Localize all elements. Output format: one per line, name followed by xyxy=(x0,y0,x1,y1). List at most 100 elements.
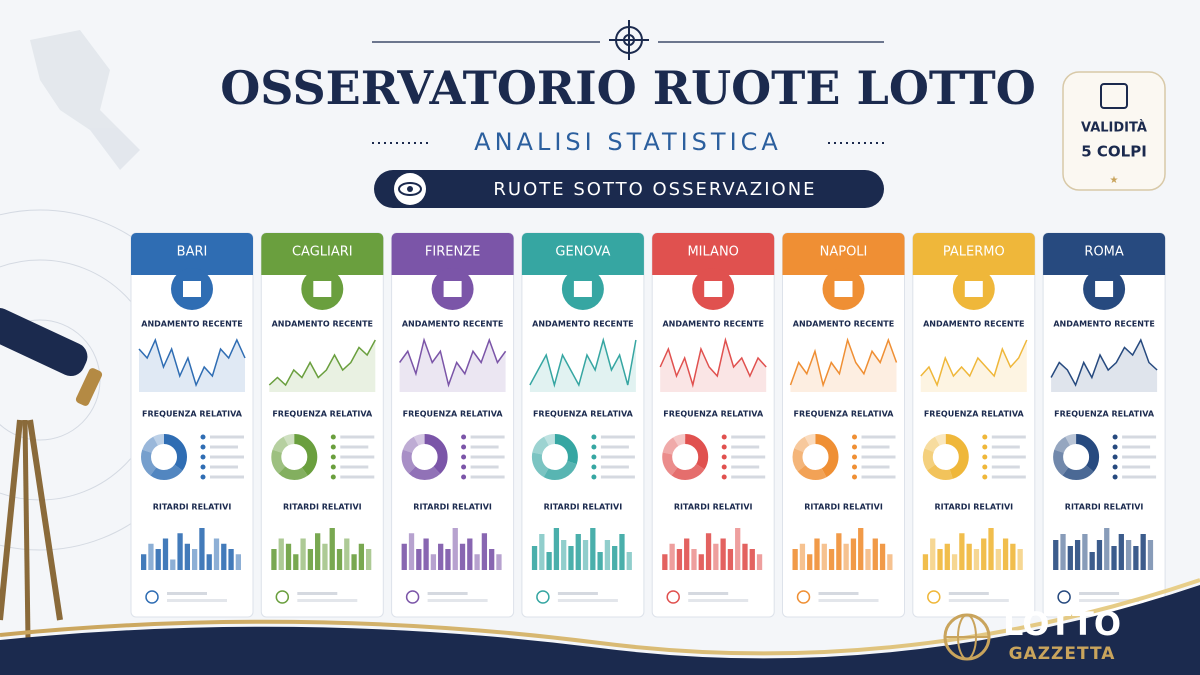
section-label: ANDAMENTO RECENTE xyxy=(402,320,503,329)
delay-bar xyxy=(973,549,980,570)
wheel-name: PALERMO xyxy=(943,245,1005,260)
legend-dot xyxy=(591,444,597,450)
delay-bar xyxy=(474,554,480,570)
delay-bar xyxy=(937,549,943,570)
delay-bar xyxy=(322,543,328,570)
legend-dot xyxy=(200,454,206,460)
eye-icon xyxy=(407,186,413,192)
section-label: ANDAMENTO RECENTE xyxy=(662,320,763,329)
footer-placeholder xyxy=(297,599,358,602)
donut-segment xyxy=(141,434,187,480)
legend-placeholder xyxy=(210,475,244,479)
legend-dot xyxy=(591,474,597,480)
delay-bar xyxy=(285,543,292,570)
section-label: RITARDI RELATIVI xyxy=(544,503,623,512)
wheel-icon xyxy=(1095,281,1114,297)
delay-bar xyxy=(988,528,994,570)
section-label: RITARDI RELATIVI xyxy=(674,503,753,512)
legend-placeholder xyxy=(340,455,375,459)
card-header xyxy=(261,233,384,275)
delay-bar xyxy=(951,554,958,570)
delay-bar xyxy=(184,543,190,570)
legend-placeholder xyxy=(861,435,896,439)
donut-segment xyxy=(271,434,318,480)
delay-bar xyxy=(315,533,321,570)
wheel-name: BARI xyxy=(177,245,208,260)
legend-dot xyxy=(591,454,597,460)
badge-text: VALIDITÀ xyxy=(1081,120,1147,136)
delay-bar xyxy=(792,549,798,570)
legend-placeholder xyxy=(991,475,1026,479)
legend-placeholder xyxy=(470,475,505,479)
footer-placeholder xyxy=(557,599,618,602)
legend-dot xyxy=(461,474,467,480)
section-label: ANDAMENTO RECENTE xyxy=(923,320,1024,329)
donut-segment xyxy=(401,434,448,480)
wheel-icon xyxy=(313,281,332,297)
section-label: ANDAMENTO RECENTE xyxy=(532,320,633,329)
delay-bar xyxy=(872,538,878,570)
delay-bar xyxy=(836,533,842,570)
legend-dot xyxy=(330,464,336,470)
donut-segment xyxy=(1053,434,1100,480)
delay-bar xyxy=(843,543,849,570)
delay-bar xyxy=(727,549,734,570)
delay-bar xyxy=(438,543,444,570)
delay-bar xyxy=(467,538,473,570)
delay-bar xyxy=(271,549,277,570)
legend-dot xyxy=(200,444,206,450)
delay-bar xyxy=(329,528,335,570)
section-label: ANDAMENTO RECENTE xyxy=(141,320,242,329)
delay-bar xyxy=(481,533,488,570)
footer-placeholder xyxy=(1079,599,1140,602)
delay-bar xyxy=(192,549,198,570)
trend-line xyxy=(398,337,507,388)
card-header xyxy=(1043,233,1166,275)
donut-segment xyxy=(662,434,709,480)
delay-bar xyxy=(705,533,712,570)
delay-bar xyxy=(814,538,820,570)
donut-segment xyxy=(662,434,709,480)
legend-placeholder xyxy=(1122,455,1157,459)
legend-dot xyxy=(330,434,336,440)
telescope xyxy=(0,307,103,641)
donut-segment xyxy=(531,434,578,480)
legend-placeholder xyxy=(1122,445,1151,449)
legend-placeholder xyxy=(470,465,499,469)
section-label: FREQUENZA RELATIVA xyxy=(403,410,504,419)
delay-bar xyxy=(141,554,147,570)
badge xyxy=(1062,71,1166,191)
section-label: RITARDI RELATIVI xyxy=(283,503,362,512)
legend-dot xyxy=(721,454,727,460)
wheel-icon xyxy=(834,281,853,297)
delay-bar xyxy=(1096,540,1103,570)
delay-bar xyxy=(799,543,806,570)
section-label: FREQUENZA RELATIVA xyxy=(1054,410,1155,419)
legend-dot xyxy=(1112,434,1118,440)
legend-dot xyxy=(982,454,988,460)
subtitle: ANALISI STATISTICA xyxy=(474,128,782,156)
legend-dot xyxy=(852,464,857,470)
delay-bar xyxy=(713,543,719,570)
donut-segment xyxy=(792,434,839,480)
legend-dot xyxy=(982,444,988,450)
delay-bar xyxy=(459,543,466,570)
delay-bar xyxy=(1017,549,1023,570)
delay-bar xyxy=(590,528,596,570)
wheel-name: NAPOLI xyxy=(820,245,868,260)
delay-bar xyxy=(1010,543,1016,570)
trend-line xyxy=(920,339,1028,388)
delay-bar xyxy=(445,549,451,570)
delay-bar xyxy=(930,538,936,570)
legend-dot xyxy=(852,474,857,480)
delay-bar xyxy=(575,534,581,570)
footer-placeholder xyxy=(948,592,989,595)
legend-placeholder xyxy=(600,475,635,479)
footer-placeholder xyxy=(818,592,859,595)
trend-line xyxy=(138,337,246,388)
legend-dot xyxy=(330,454,336,460)
legend-placeholder xyxy=(340,475,375,479)
delay-bar xyxy=(612,546,618,570)
delay-bar xyxy=(966,543,972,570)
delay-bar xyxy=(568,546,574,570)
